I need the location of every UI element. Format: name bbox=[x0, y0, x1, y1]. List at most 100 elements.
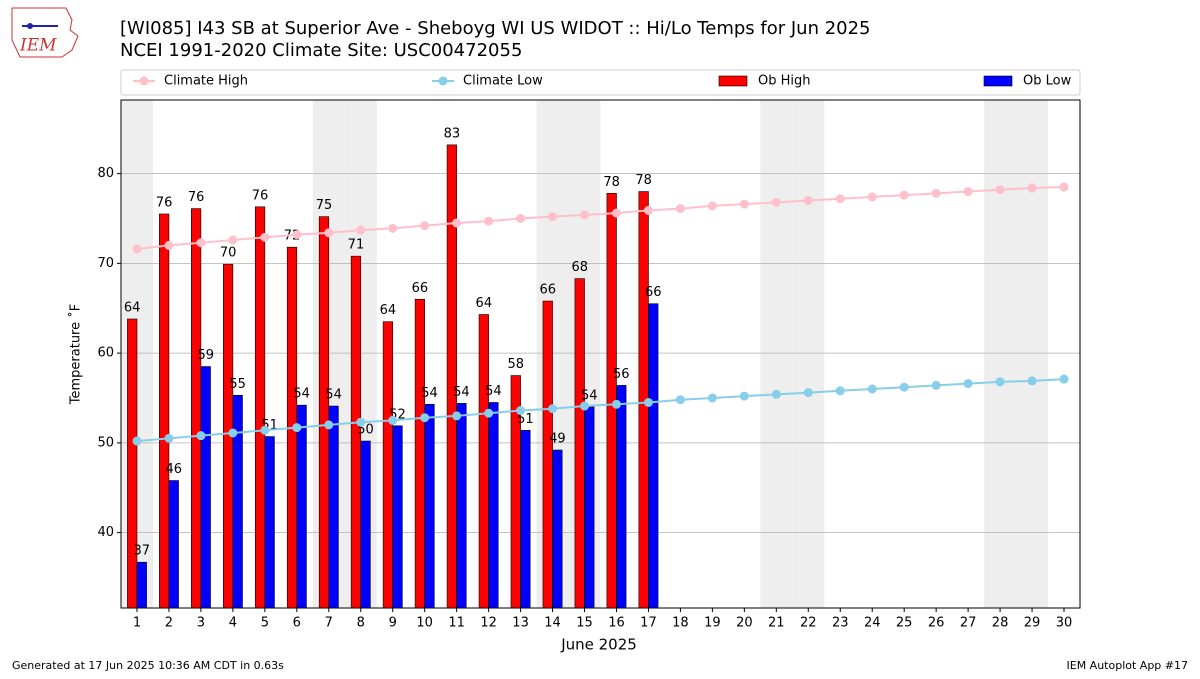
bar bbox=[168, 480, 179, 609]
x-axis-label: June 2025 bbox=[560, 636, 637, 654]
data-label: 66 bbox=[412, 281, 429, 296]
bar bbox=[382, 321, 394, 609]
x-tick-label: 16 bbox=[608, 616, 625, 631]
x-tick-label: 24 bbox=[864, 616, 881, 631]
point bbox=[164, 240, 174, 250]
bar bbox=[328, 405, 339, 609]
y-tick-label: 40 bbox=[97, 525, 114, 540]
point bbox=[707, 201, 717, 211]
bar bbox=[478, 314, 489, 609]
point bbox=[356, 417, 366, 427]
point bbox=[196, 431, 206, 441]
x-tick-label: 12 bbox=[480, 616, 497, 631]
line bbox=[136, 186, 1065, 250]
point bbox=[643, 205, 653, 215]
bar bbox=[446, 144, 457, 609]
x-tick-label: 29 bbox=[1024, 616, 1041, 631]
shaded-day bbox=[984, 100, 1017, 608]
point bbox=[260, 232, 270, 242]
data-label: 54 bbox=[293, 387, 310, 402]
data-label: 64 bbox=[124, 300, 141, 315]
bar bbox=[318, 216, 330, 609]
data-label: 46 bbox=[165, 462, 182, 477]
y-tick-label: 80 bbox=[97, 166, 114, 181]
data-label: 55 bbox=[229, 377, 246, 392]
data-label: 71 bbox=[348, 238, 365, 253]
bar bbox=[552, 449, 563, 609]
data-label: 59 bbox=[197, 348, 214, 363]
point bbox=[931, 188, 941, 198]
point bbox=[484, 216, 494, 226]
bar bbox=[264, 436, 275, 609]
point bbox=[420, 413, 430, 423]
point bbox=[707, 393, 717, 403]
chart-title: [WI085] I43 SB at Superior Ave - Sheboyg… bbox=[120, 18, 871, 39]
bar bbox=[360, 440, 371, 609]
x-tick-label: 5 bbox=[261, 616, 269, 631]
logo-outline bbox=[11, 7, 79, 58]
point bbox=[675, 395, 685, 405]
bar bbox=[616, 385, 627, 609]
bar bbox=[520, 429, 531, 609]
point bbox=[484, 408, 494, 418]
point bbox=[867, 384, 877, 394]
x-tick-label: 25 bbox=[896, 616, 913, 631]
shaded-day bbox=[760, 100, 793, 608]
data-label: 49 bbox=[549, 432, 566, 447]
point bbox=[324, 228, 334, 238]
x-tick-label: 17 bbox=[640, 616, 657, 631]
point bbox=[771, 389, 781, 399]
bar bbox=[127, 318, 138, 609]
bar bbox=[254, 206, 266, 609]
legend-label: Ob High bbox=[758, 74, 811, 89]
legend-swatch bbox=[438, 76, 448, 86]
point bbox=[292, 423, 302, 433]
logo-icon bbox=[27, 23, 33, 29]
point bbox=[803, 388, 813, 398]
data-label: 76 bbox=[252, 188, 269, 203]
point bbox=[452, 218, 462, 228]
y-tick-label: 50 bbox=[97, 435, 114, 450]
point bbox=[995, 377, 1005, 387]
legend-label: Climate Low bbox=[463, 74, 543, 89]
x-tick-label: 18 bbox=[672, 616, 689, 631]
logo-text: IEM bbox=[19, 36, 57, 56]
point bbox=[643, 397, 653, 407]
point bbox=[611, 399, 621, 409]
point bbox=[132, 436, 142, 446]
bar bbox=[456, 403, 467, 609]
data-label: 78 bbox=[603, 175, 620, 190]
legend-swatch bbox=[983, 75, 1013, 87]
point bbox=[548, 212, 558, 222]
x-tick-label: 15 bbox=[576, 616, 593, 631]
x-tick-label: 30 bbox=[1056, 616, 1073, 631]
point bbox=[1059, 374, 1069, 384]
footer-right: IEM Autoplot App #17 bbox=[1067, 659, 1189, 672]
bar bbox=[136, 561, 147, 609]
point bbox=[324, 420, 334, 430]
point bbox=[963, 379, 973, 389]
x-tick-label: 3 bbox=[197, 616, 205, 631]
data-label: 66 bbox=[645, 285, 662, 300]
point bbox=[260, 425, 270, 435]
point bbox=[771, 197, 781, 207]
data-label: 66 bbox=[539, 283, 556, 298]
shaded-day bbox=[792, 100, 825, 608]
x-tick-label: 26 bbox=[928, 616, 945, 631]
point bbox=[580, 401, 590, 411]
point bbox=[356, 225, 366, 235]
logo: IEM bbox=[11, 7, 79, 58]
point bbox=[164, 433, 174, 443]
bar bbox=[424, 403, 435, 609]
line bbox=[136, 378, 1065, 443]
data-label: 54 bbox=[485, 384, 502, 399]
plot-frame bbox=[120, 99, 1081, 609]
point bbox=[388, 223, 398, 233]
data-label: 75 bbox=[316, 198, 333, 213]
data-label: 54 bbox=[581, 388, 598, 403]
point bbox=[931, 380, 941, 390]
x-tick-label: 7 bbox=[325, 616, 333, 631]
data-label: 78 bbox=[635, 173, 652, 188]
point bbox=[420, 221, 430, 231]
x-tick-label: 27 bbox=[960, 616, 977, 631]
